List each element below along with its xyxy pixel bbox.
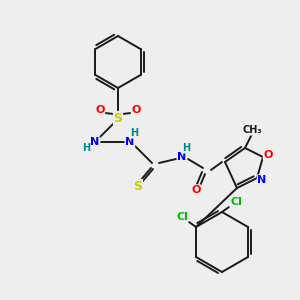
Text: H: H: [82, 143, 90, 153]
Text: O: O: [191, 185, 201, 195]
Text: S: S: [113, 112, 122, 124]
Text: N: N: [90, 137, 100, 147]
Text: O: O: [131, 105, 141, 115]
Text: N: N: [177, 152, 187, 162]
Text: Cl: Cl: [176, 212, 188, 222]
Text: H: H: [130, 128, 138, 138]
Text: CH₃: CH₃: [242, 125, 262, 135]
Text: Cl: Cl: [230, 197, 242, 207]
Text: O: O: [95, 105, 105, 115]
Text: N: N: [125, 137, 135, 147]
Text: S: S: [134, 179, 142, 193]
Text: H: H: [182, 143, 190, 153]
Text: N: N: [257, 175, 267, 185]
Text: O: O: [263, 150, 273, 160]
